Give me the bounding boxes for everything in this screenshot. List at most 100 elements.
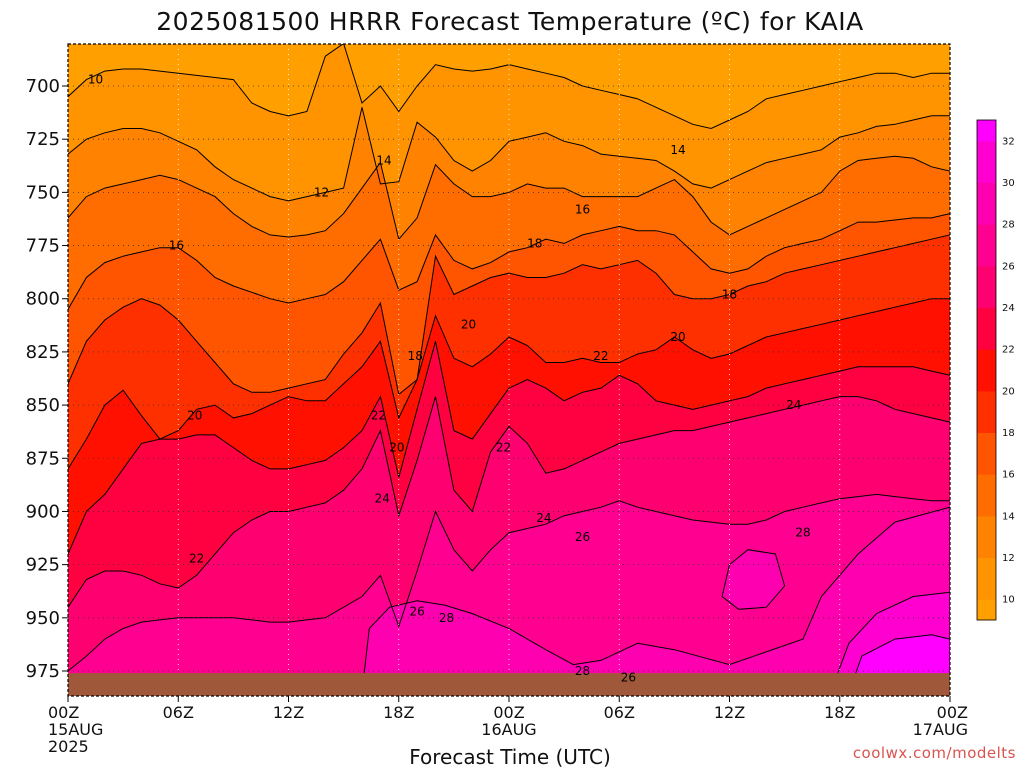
colorbar-tick-28: 28 — [1002, 220, 1015, 231]
contour-label-16-4: 16 — [169, 239, 184, 253]
contour-22 — [68, 341, 950, 555]
contour-label-14-2: 14 — [376, 153, 391, 167]
colorbar-tick-10: 10 — [1002, 595, 1015, 606]
contour-label-26-22: 26 — [621, 670, 636, 684]
y-tick-label-700: 700 — [26, 76, 60, 97]
contour-16 — [68, 213, 950, 310]
x-tick-label-36-0: 12Z — [714, 703, 745, 722]
contour-label-20-9: 20 — [187, 409, 202, 423]
contour-label-26-21: 26 — [575, 530, 590, 544]
x-tick-label-30-0: 06Z — [604, 703, 635, 722]
y-tick-label-875: 875 — [26, 448, 60, 469]
contour-label-24-18: 24 — [536, 511, 551, 525]
contour-label-24-17: 24 — [375, 492, 390, 506]
contour-pocket-28-0 — [361, 506, 950, 693]
contour-labels: 10 12 14 14 16 16 18 18 18 20 20 20 20 22 22 22 22 24 24 24… — [88, 73, 811, 685]
contour-label-28-25: 28 — [795, 526, 810, 540]
x-tick-label-6-0: 06Z — [163, 703, 194, 722]
colorbar-tick-22: 22 — [1002, 345, 1015, 356]
colorbar-swatch-5 — [977, 390, 996, 433]
colorbar-swatch-10 — [977, 182, 996, 225]
x-tick-label-48-0: 00Z — [937, 703, 968, 722]
y-tick-label-775: 775 — [26, 236, 60, 257]
colorbar-swatch-8 — [977, 265, 996, 308]
grid-lines — [68, 44, 950, 696]
x-tick-label-0-0: 00Z — [48, 703, 79, 722]
colorbar-swatch-7 — [977, 307, 996, 350]
y-axis: 700 725 750 775 800 825 850 875 900 925 950 975 — [26, 76, 68, 682]
y-tick-label-950: 950 — [26, 608, 60, 629]
colorbar-frame — [976, 119, 997, 621]
contour-label-24-19: 24 — [786, 398, 801, 412]
contour-18 — [68, 234, 950, 396]
contour-pocket-32-2 — [848, 634, 950, 693]
colorbar-swatch-12 — [977, 120, 996, 142]
colorbar-tick-20: 20 — [1002, 386, 1015, 397]
colorbar-swatch-3 — [977, 474, 996, 517]
x-tick-label-48-1: 17AUG — [913, 720, 968, 739]
contour-label-22-13: 22 — [371, 409, 386, 423]
contour-label-20-10: 20 — [461, 317, 476, 331]
contour-label-20-11: 20 — [389, 441, 404, 455]
contour-12 — [68, 107, 950, 202]
contour-label-28-23: 28 — [439, 611, 454, 625]
contour-label-22-14: 22 — [496, 441, 511, 455]
contour-label-22-16: 22 — [593, 349, 608, 363]
contour-lines — [68, 44, 950, 693]
colorbar-swatch-9 — [977, 224, 996, 267]
contour-label-22-15: 22 — [189, 551, 204, 565]
y-tick-label-750: 750 — [26, 182, 60, 203]
x-tick-label-0-2: 2025 — [48, 737, 89, 756]
x-tick-label-42-0: 18Z — [824, 703, 855, 722]
x-tick-label-24-1: 16AUG — [481, 720, 536, 739]
colorbar-tick-30: 30 — [1002, 178, 1015, 189]
y-tick-label-975: 975 — [26, 661, 60, 682]
x-tick-label-24-0: 00Z — [493, 703, 524, 722]
ground-surface — [68, 673, 950, 696]
y-tick-label-850: 850 — [26, 395, 60, 416]
contour-label-12-1: 12 — [314, 185, 329, 199]
colorbar-swatch-0 — [977, 599, 996, 621]
colorbar-swatch-11 — [977, 140, 996, 183]
y-tick-label-800: 800 — [26, 289, 60, 310]
colorbar-tick-32: 32 — [1002, 136, 1015, 147]
contour-label-16-5: 16 — [575, 202, 590, 216]
contour-label-28-24: 28 — [575, 664, 590, 678]
contour-20 — [68, 298, 950, 470]
contour-label-20-12: 20 — [670, 330, 685, 344]
x-tick-label-12-0: 12Z — [273, 703, 304, 722]
contour-pocket-30-1 — [829, 591, 950, 693]
colorbar-tick-12: 12 — [1002, 553, 1015, 564]
contour-pocket-28-3 — [721, 549, 786, 610]
contour-label-18-6: 18 — [527, 236, 542, 250]
colorbar-tick-16: 16 — [1002, 470, 1015, 481]
x-axis-label: Forecast Time (UTC) — [409, 745, 611, 768]
colorbar-swatch-2 — [977, 515, 996, 558]
ground — [68, 673, 950, 696]
colorbar-swatch-4 — [977, 432, 996, 475]
contour-label-18-8: 18 — [722, 287, 737, 301]
colorbar-tick-26: 26 — [1002, 261, 1015, 272]
contour-label-10-0: 10 — [88, 73, 103, 87]
y-tick-label-825: 825 — [26, 342, 60, 363]
warm-pocket-28-0 — [362, 507, 950, 693]
contour-26 — [68, 493, 950, 672]
credit-link[interactable]: coolwx.com/modelts — [853, 744, 1016, 762]
contour-label-14-3: 14 — [670, 143, 685, 157]
x-tick-label-0-1: 15AUG — [48, 720, 103, 739]
y-tick-label-900: 900 — [26, 501, 60, 522]
colorbar-swatch-6 — [977, 349, 996, 392]
colorbar-tick-18: 18 — [1002, 428, 1015, 439]
colorbar-tick-24: 24 — [1002, 303, 1015, 314]
y-tick-label-725: 725 — [26, 129, 60, 150]
contour-label-26-20: 26 — [409, 604, 424, 618]
chart-title: 2025081500 HRRR Forecast Temperature (ºC… — [156, 7, 863, 36]
contour-label-18-7: 18 — [408, 349, 423, 363]
x-tick-label-18-0: 18Z — [383, 703, 414, 722]
colorbar-tick-14: 14 — [1002, 511, 1015, 522]
colorbar: 10 12 14 16 18 20 22 24 26 28 30 32 — [976, 119, 1015, 621]
y-tick-label-925: 925 — [26, 555, 60, 576]
colorbar-swatch-1 — [977, 557, 996, 600]
